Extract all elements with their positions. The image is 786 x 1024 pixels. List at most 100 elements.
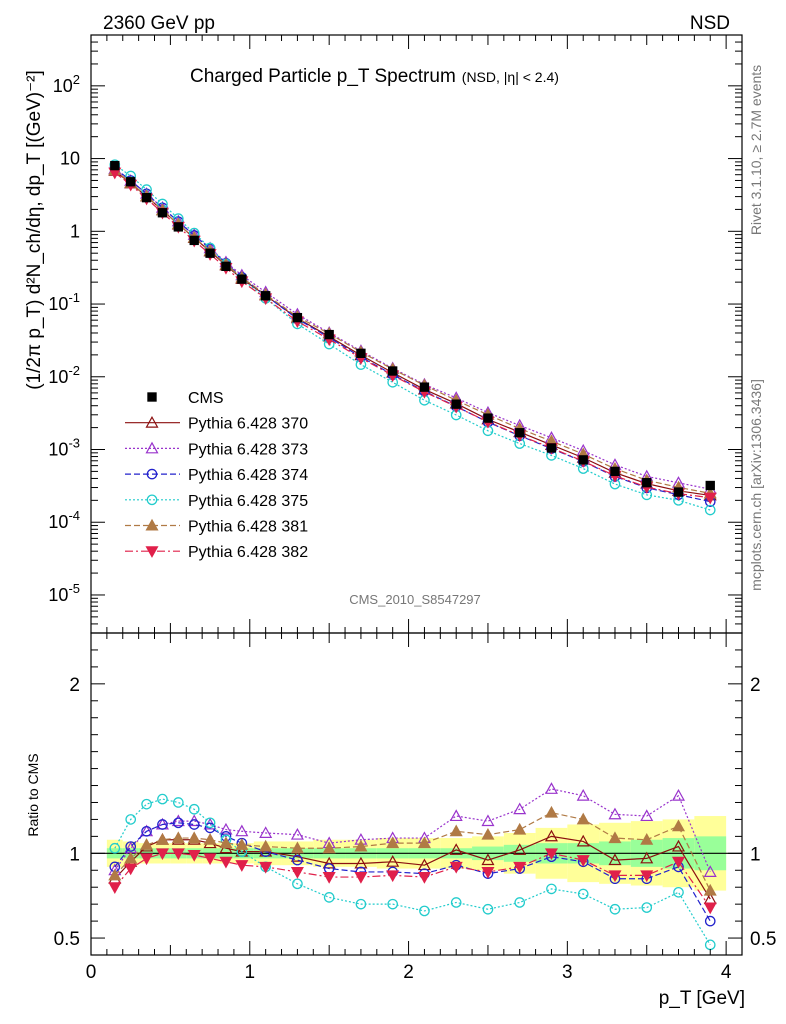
energy-label: 2360 GeV pp [103, 13, 215, 34]
ratio-point [157, 819, 168, 830]
ratio-point [609, 903, 621, 915]
ratio-point [140, 838, 154, 850]
ratio-point [513, 861, 527, 874]
ratio-series-4 [108, 805, 717, 896]
mcplots-label: mcplots.cern.ch [arXiv:1306.3436] [748, 379, 764, 591]
main-panel: 10-5 10-4 10-3 10-2 10-1 1 10 102 [48, 34, 743, 634]
series-point [704, 504, 716, 516]
ratio-point [354, 872, 368, 884]
ratio-point [449, 824, 463, 837]
data-point [260, 291, 271, 301]
ratio-point [292, 878, 303, 890]
ratio-point [481, 827, 495, 840]
ratio-point [417, 836, 431, 849]
legend-label: Pythia 6.428 370 [188, 416, 308, 433]
ratio-point [544, 782, 558, 794]
data-point [126, 177, 136, 187]
ratio-point [173, 797, 184, 808]
legend-label: Pythia 6.428 381 [188, 519, 308, 536]
ratio-point [513, 822, 527, 835]
ratio-point [125, 841, 137, 852]
ratio-point [355, 898, 367, 910]
ratio-point [608, 807, 622, 820]
chart-title-suffix: (NSD, |η| < 2.4) [462, 69, 559, 85]
ratio-point [671, 856, 686, 869]
ratio-point [608, 831, 622, 844]
ratio-point [673, 886, 684, 898]
ratio-point [704, 915, 716, 927]
ratio-point [576, 855, 590, 867]
x-tick-label: 3 [562, 962, 573, 983]
ratio-point [514, 897, 526, 908]
ratio-axis-title: Ratio to CMS [25, 753, 41, 836]
legend-marker [145, 441, 159, 454]
legend-label: Pythia 6.428 382 [188, 544, 308, 561]
ratio-point [544, 848, 558, 861]
ratio-point [108, 868, 122, 881]
ratio-point [235, 860, 249, 872]
ratio-point [703, 902, 717, 915]
ratio-point [124, 851, 138, 864]
ratio-series-3 [109, 793, 716, 951]
legend-marker [146, 494, 158, 506]
ratio-point [640, 851, 654, 864]
ratio-point [157, 793, 168, 805]
data-point [642, 477, 652, 488]
ratio-point [322, 841, 336, 854]
data-point [356, 348, 366, 359]
ratio-point [544, 829, 558, 842]
data-series [110, 160, 715, 497]
data-point [324, 329, 334, 340]
ratio-point [219, 822, 233, 835]
legend-label: Pythia 6.428 375 [188, 493, 308, 510]
data-point [483, 413, 493, 423]
y-tick-label: 10-3 [48, 436, 80, 460]
legend-marker [146, 468, 158, 480]
ratio-point [171, 814, 185, 827]
data-point [221, 261, 231, 271]
x-tick-label: 4 [721, 962, 732, 983]
data-point [705, 480, 715, 491]
ratio-tick-label-left: 0.5 [54, 929, 80, 950]
ratio-tick-label-left: 1 [69, 844, 80, 865]
y-tick-label: 10 [60, 149, 80, 169]
ratio-tick-label-right: 1 [750, 844, 761, 865]
ratio-point [203, 833, 217, 845]
data-point [515, 428, 525, 438]
ratio-point [576, 812, 590, 825]
series-3 [109, 159, 716, 516]
ratio-point [703, 865, 717, 877]
ratio-point [354, 839, 368, 852]
y-axis-title: (1/2π p_T) d²N_ch/dη, dp_T [(GeV)⁻²] [24, 70, 45, 390]
ratio-point [386, 836, 400, 849]
y-tick-label: 102 [53, 72, 80, 96]
ratio-point [513, 843, 527, 855]
series-line [114, 164, 711, 511]
ratio-point [323, 892, 335, 903]
data-point [205, 248, 215, 258]
ratio-point [703, 883, 717, 896]
ratio-point [108, 882, 122, 894]
legend-marker [145, 415, 159, 428]
process-label: NSD [690, 13, 730, 34]
ratio-point [671, 819, 686, 832]
series-line [114, 169, 711, 494]
data-point [189, 235, 199, 246]
ratio-point [141, 825, 152, 837]
ratio-panel: 0 1 2 3 4 0.5 0.5 1 1 2 2 [54, 632, 776, 983]
legend-marker [145, 546, 159, 558]
data-point [546, 443, 557, 453]
legend-label: Pythia 6.428 374 [188, 467, 308, 484]
ratio-point [187, 831, 201, 844]
ratio-point [640, 833, 654, 845]
data-point [292, 312, 303, 323]
data-point [610, 466, 620, 477]
y-tick-label: 10-1 [48, 290, 80, 314]
ratio-point [640, 809, 654, 822]
data-point [388, 366, 398, 376]
ratio-point [109, 842, 121, 854]
ratio-line [114, 822, 711, 922]
ratio-point [386, 870, 400, 883]
ratio-point [576, 834, 590, 847]
ratio-point [188, 803, 200, 815]
